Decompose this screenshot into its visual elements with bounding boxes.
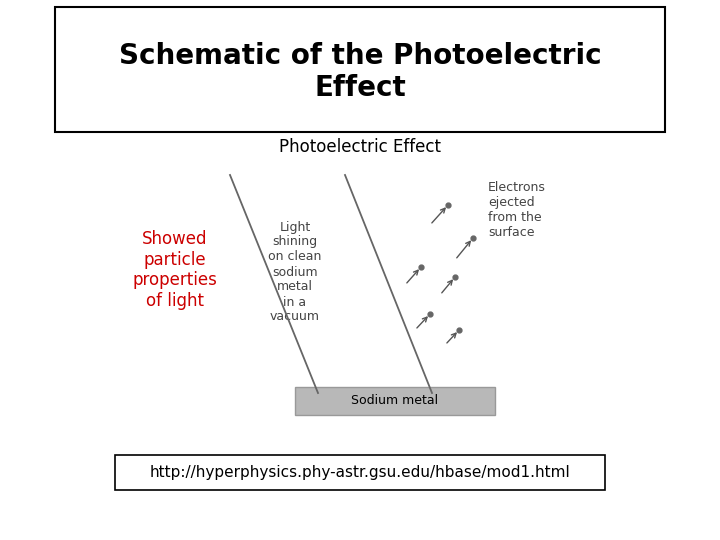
Bar (295, 387, 495, 415)
Text: Schematic of the Photoelectric
Effect: Schematic of the Photoelectric Effect (119, 42, 601, 102)
Text: Electrons
ejected
from the
surface: Electrons ejected from the surface (488, 181, 546, 239)
Text: http://hyperphysics.phy-astr.gsu.edu/hbase/mod1.html: http://hyperphysics.phy-astr.gsu.edu/hba… (150, 465, 570, 481)
Text: Light
shining
on clean
sodium
metal
in a
vacuum: Light shining on clean sodium metal in a… (269, 220, 322, 323)
Text: Showed
particle
properties
of light: Showed particle properties of light (132, 230, 217, 310)
Text: Sodium metal: Sodium metal (351, 395, 438, 408)
Bar (115, 455, 605, 490)
Bar (55, 7, 665, 132)
Text: Photoelectric Effect: Photoelectric Effect (279, 138, 441, 156)
